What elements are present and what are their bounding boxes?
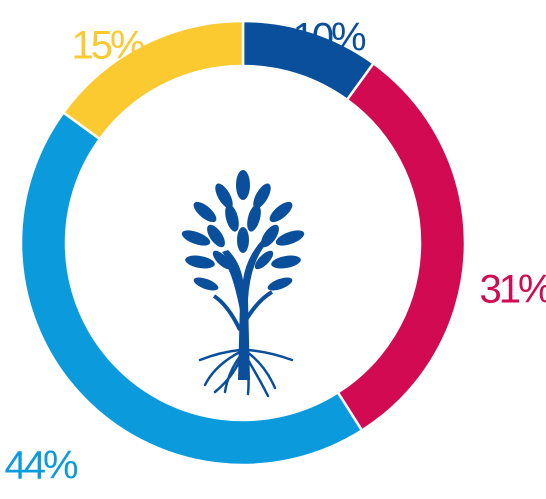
value-label: 31% bbox=[479, 268, 546, 312]
value-label: 15% bbox=[71, 24, 144, 68]
tree-icon bbox=[181, 170, 305, 398]
value-label: 44% bbox=[4, 444, 77, 488]
donut-segment bbox=[19, 110, 364, 467]
donut-segment bbox=[336, 61, 467, 433]
donut-segment bbox=[61, 19, 245, 141]
value-label: 10% bbox=[292, 16, 365, 60]
